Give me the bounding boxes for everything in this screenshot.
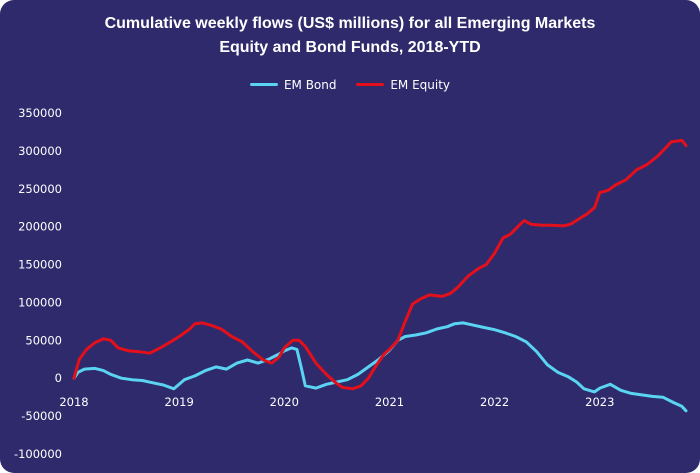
- x-tick-label: 2021: [375, 395, 404, 409]
- legend-swatch-em-bond: [249, 83, 278, 86]
- y-tick-label: 100000: [18, 295, 62, 309]
- y-tick-label: 150000: [18, 258, 62, 272]
- x-tick-label: 2020: [270, 395, 299, 409]
- chart-title-line-2: Equity and Bond Funds, 2018-YTD: [219, 39, 481, 56]
- chart-legend: EM Bond EM Equity: [0, 75, 700, 92]
- x-tick-label: 2023: [585, 395, 614, 409]
- legend-label-em-bond: EM Bond: [283, 77, 337, 92]
- y-tick-label: 50000: [25, 333, 62, 347]
- y-tick-label: 200000: [18, 220, 62, 234]
- series-lines: [72, 138, 688, 413]
- legend-item-em-bond: EM Bond: [249, 77, 337, 92]
- series-line-em-bond: [72, 321, 688, 413]
- y-tick-label: -100000: [14, 447, 62, 461]
- x-tick-label: 2019: [165, 395, 194, 409]
- legend-item-em-equity: EM Equity: [356, 78, 450, 92]
- y-axis-ticks: 350000 300000 250000 200000 150000 100000 5000…: [14, 106, 62, 461]
- x-tick-label: 2018: [59, 395, 88, 409]
- legend-label-em-equity: EM Equity: [390, 77, 451, 92]
- y-tick-label: -50000: [21, 409, 62, 423]
- y-tick-label: 300000: [18, 144, 62, 158]
- series-line-em-equity: [72, 138, 688, 391]
- x-axis-ticks: 2018 2019 2020 2021 2022 2023: [59, 395, 614, 409]
- legend-swatch-em-equity: [356, 83, 385, 86]
- y-tick-label: 0: [55, 371, 62, 385]
- chart-title: Cumulative weekly flows (US$ millions) f…: [0, 12, 700, 60]
- y-tick-label: 250000: [18, 182, 62, 196]
- y-tick-label: 350000: [18, 106, 62, 120]
- chart-title-line-1: Cumulative weekly flows (US$ millions) f…: [104, 15, 596, 32]
- x-tick-label: 2022: [480, 395, 509, 409]
